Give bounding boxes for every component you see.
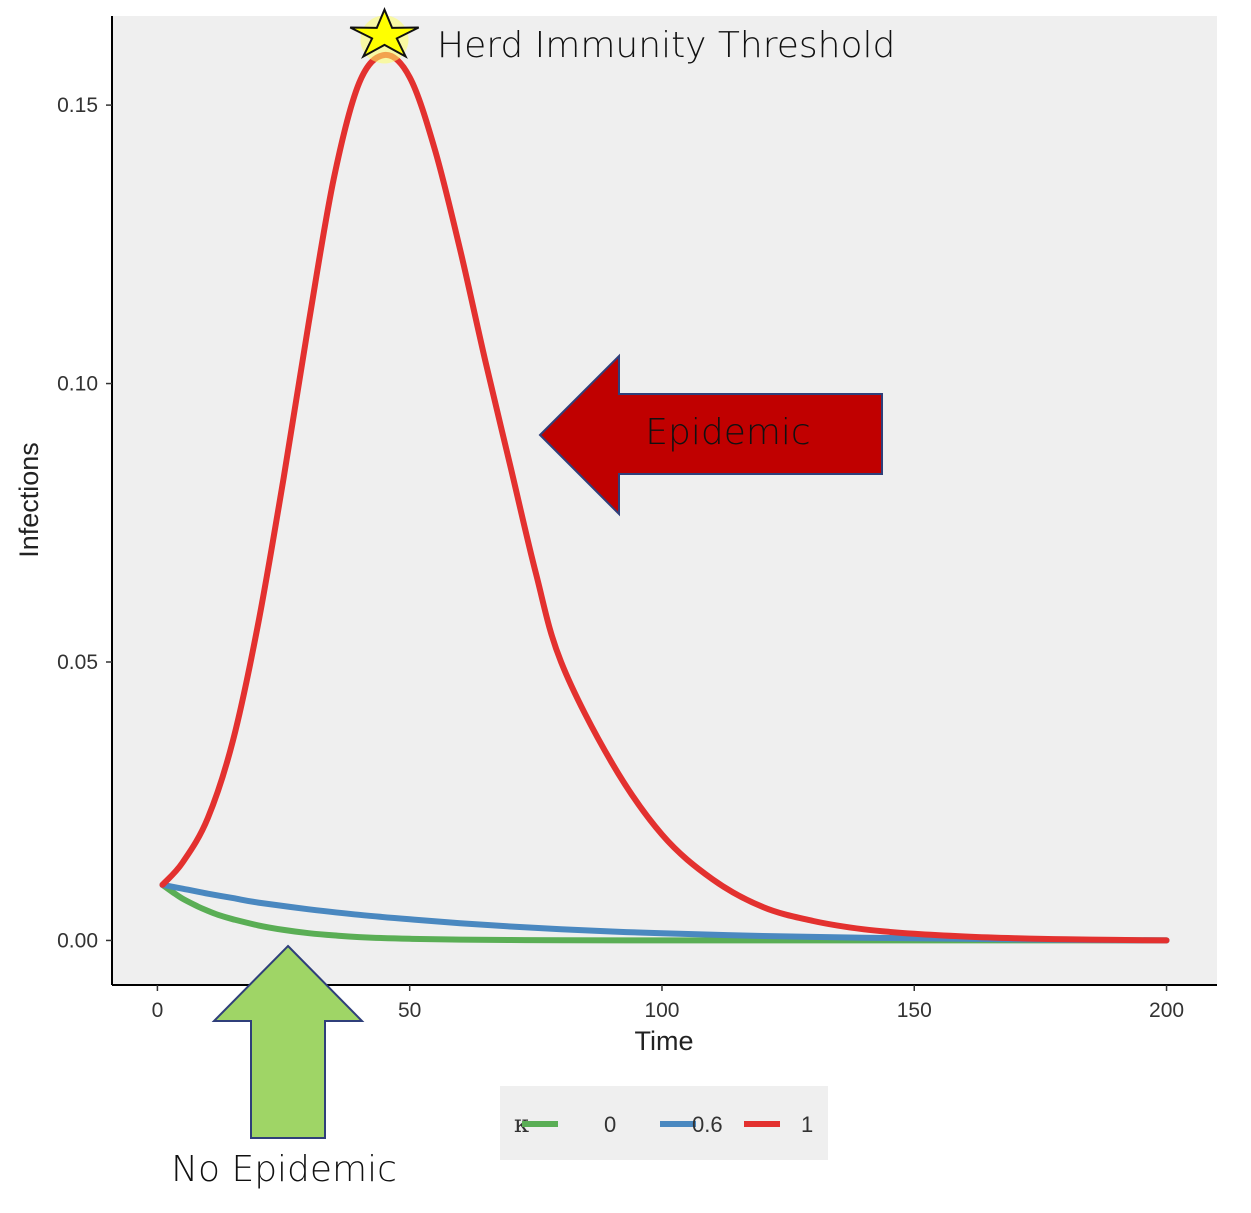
series-line-kappa-0 <box>159 881 1170 944</box>
herd-immunity-annotation: Herd Immunity Threshold <box>349 7 895 66</box>
x-tick-label: 200 <box>1149 999 1184 1022</box>
x-tick-label: 0 <box>152 999 164 1022</box>
y-tick-label: 0.05 <box>57 651 98 674</box>
star-icon <box>349 7 420 64</box>
no-epidemic-label: No Epidemic <box>171 1149 397 1190</box>
legend-label-kappa-1: 1 <box>801 1112 813 1137</box>
series-lines <box>159 51 1170 944</box>
herd-immunity-label: Herd Immunity Threshold <box>437 25 895 66</box>
y-axis-ticks: 0.00 0.05 0.10 0.15 <box>57 94 112 952</box>
x-axis-title: Time <box>635 1026 694 1056</box>
legend: κ 0 0.6 1 <box>500 1086 828 1160</box>
y-tick-label: 0.00 <box>57 929 98 952</box>
no-epidemic-annotation: No Epidemic <box>171 944 397 1190</box>
epidemic-label: Epidemic <box>645 412 810 453</box>
x-axis-ticks: 0 50 100 150 200 <box>152 985 1184 1022</box>
x-tick-label: 50 <box>398 999 421 1022</box>
legend-title: κ <box>514 1110 529 1138</box>
x-tick-label: 150 <box>897 999 932 1022</box>
x-tick-label: 100 <box>644 999 679 1022</box>
series-line-kappa-1 <box>159 51 1170 944</box>
legend-items: 0 0.6 1 <box>522 1112 813 1137</box>
y-tick-label: 0.10 <box>57 373 98 396</box>
y-tick-label: 0.15 <box>57 94 98 117</box>
legend-label-kappa-0: 0 <box>604 1112 616 1137</box>
y-axis-title: Infections <box>14 442 44 558</box>
up-arrow-icon <box>211 944 365 1139</box>
series-line-kappa-0-6 <box>159 881 1170 944</box>
plot-panel-background <box>112 16 1217 985</box>
epidemic-annotation: Epidemic <box>538 353 883 517</box>
left-arrow-icon <box>538 353 883 517</box>
legend-label-kappa-0-6: 0.6 <box>692 1112 723 1137</box>
